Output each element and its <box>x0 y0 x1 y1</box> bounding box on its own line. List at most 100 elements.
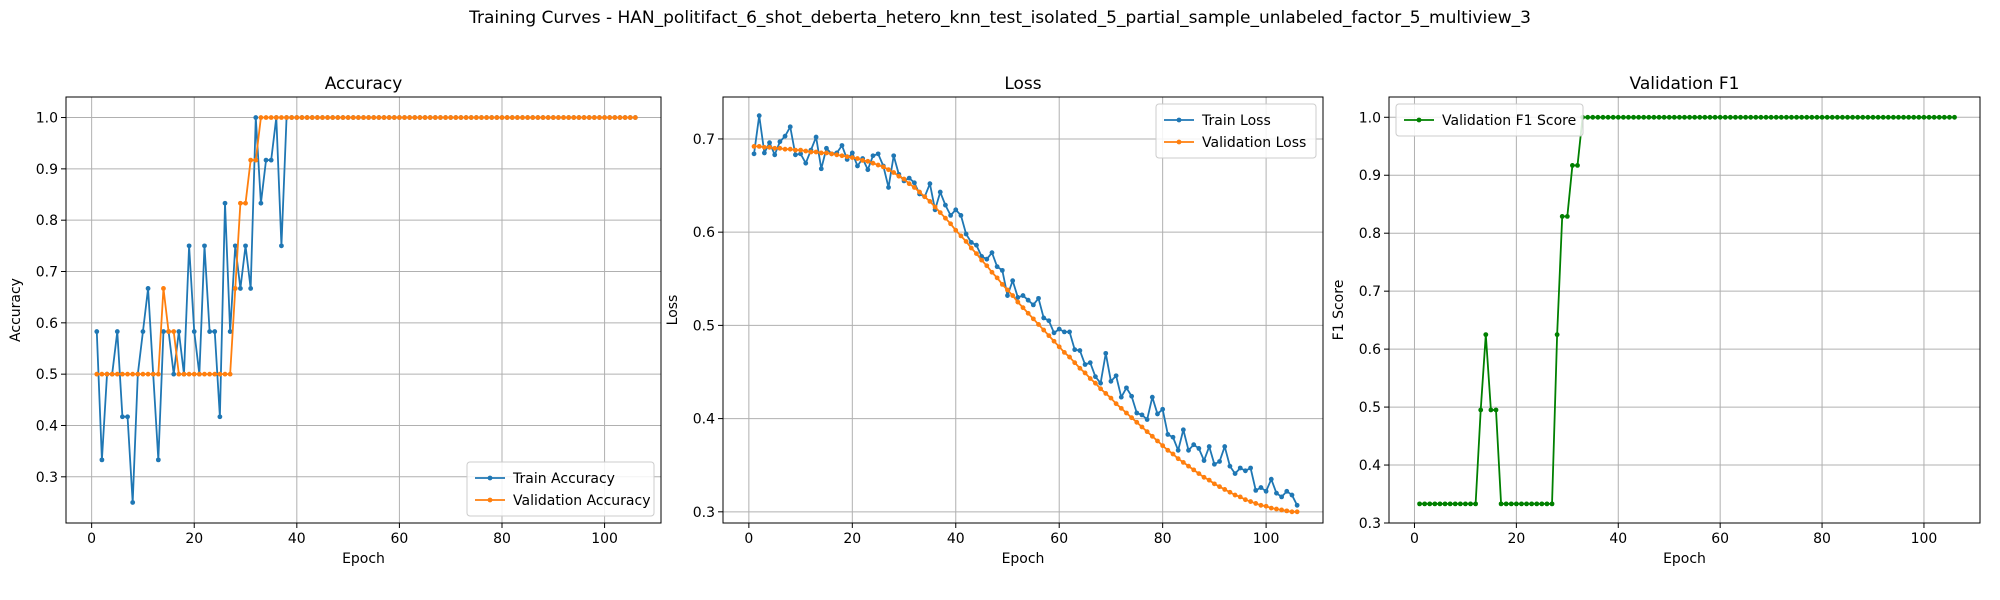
data-point <box>756 144 762 149</box>
data-point <box>1170 434 1176 440</box>
data-point <box>1605 114 1611 120</box>
data-point <box>948 221 953 227</box>
data-point <box>1108 378 1114 384</box>
legend-box <box>1155 103 1317 159</box>
x-tick-label: 20 <box>185 531 203 547</box>
data-point <box>155 371 161 377</box>
data-point <box>125 414 130 420</box>
data-point <box>927 199 933 204</box>
data-point <box>1834 114 1840 120</box>
data-point <box>875 151 881 157</box>
data-point <box>443 115 448 120</box>
x-tick-label: 60 <box>1711 531 1729 547</box>
x-tick-label: 0 <box>87 531 96 547</box>
data-point <box>1046 333 1052 339</box>
data-point <box>1554 332 1560 338</box>
data-point <box>207 371 213 377</box>
data-point <box>1263 503 1269 509</box>
accuracy-y-axis-label: Accuracy <box>8 278 24 342</box>
data-point <box>176 371 182 377</box>
data-point <box>263 157 269 163</box>
data-point <box>1590 114 1596 120</box>
data-point <box>402 115 407 120</box>
data-point <box>1155 411 1160 417</box>
data-point <box>1417 501 1422 507</box>
data-point <box>207 329 213 334</box>
data-point <box>135 371 141 377</box>
data-point <box>813 134 819 140</box>
data-point <box>299 115 305 120</box>
data-point <box>407 115 413 120</box>
data-point <box>1232 492 1238 498</box>
data-point <box>227 371 233 377</box>
data-point <box>212 329 218 334</box>
accuracy-legend: Train Accuracy Validation Accuracy <box>466 461 655 517</box>
data-point <box>376 115 382 120</box>
data-point <box>953 227 959 233</box>
data-point <box>1936 114 1942 120</box>
data-point <box>999 267 1005 273</box>
data-point <box>566 115 572 120</box>
data-point <box>330 115 336 120</box>
data-point <box>1036 295 1041 301</box>
data-point <box>1098 380 1103 386</box>
data-point <box>937 210 943 215</box>
y-tick-label: 1.0 <box>36 111 58 127</box>
data-point <box>968 245 974 251</box>
data-point <box>484 115 489 120</box>
accuracy-grid <box>66 97 661 523</box>
data-point <box>1129 393 1135 399</box>
data-point <box>963 231 969 237</box>
data-point <box>1005 287 1010 293</box>
data-point <box>937 189 943 195</box>
data-point <box>355 115 361 120</box>
data-point <box>243 243 248 249</box>
data-point <box>1585 114 1591 120</box>
data-point <box>1211 481 1217 487</box>
data-point <box>320 115 325 120</box>
data-point <box>891 153 897 159</box>
data-point <box>943 215 948 221</box>
data-point <box>1279 494 1285 500</box>
data-point <box>114 371 120 377</box>
data-point <box>1036 322 1041 327</box>
data-point <box>1432 501 1438 507</box>
data-point <box>1478 407 1484 413</box>
data-point <box>632 115 638 120</box>
legend-box <box>466 461 655 517</box>
data-point <box>803 160 809 166</box>
data-point <box>1911 114 1917 120</box>
data-point <box>829 151 835 157</box>
data-point <box>232 286 238 291</box>
y-tick-label: 0.5 <box>36 367 58 383</box>
data-point <box>345 115 351 120</box>
data-point <box>1243 497 1248 503</box>
data-point <box>1743 114 1749 120</box>
data-point <box>222 371 228 377</box>
figure-title: Training Curves - HAN_politifact_6_shot_… <box>469 8 1531 28</box>
data-point <box>849 150 855 156</box>
data-point <box>448 115 454 120</box>
data-point <box>1626 114 1631 120</box>
data-point <box>145 371 151 377</box>
x-tick-label: 100 <box>1253 531 1280 547</box>
data-point <box>793 147 798 153</box>
data-point <box>571 115 577 120</box>
data-point <box>860 157 866 163</box>
data-point <box>1093 374 1098 380</box>
data-point <box>268 115 274 120</box>
f1-plot-frame <box>1388 96 1981 524</box>
data-point <box>917 189 922 195</box>
data-point <box>782 133 788 139</box>
data-point <box>870 160 876 166</box>
data-point <box>1030 316 1036 322</box>
data-point <box>880 164 886 170</box>
data-point <box>186 243 192 249</box>
data-point <box>412 115 418 120</box>
data-point <box>268 157 274 163</box>
y-tick-label: 0.6 <box>693 225 715 241</box>
data-point <box>1656 114 1662 120</box>
data-point <box>294 115 300 120</box>
